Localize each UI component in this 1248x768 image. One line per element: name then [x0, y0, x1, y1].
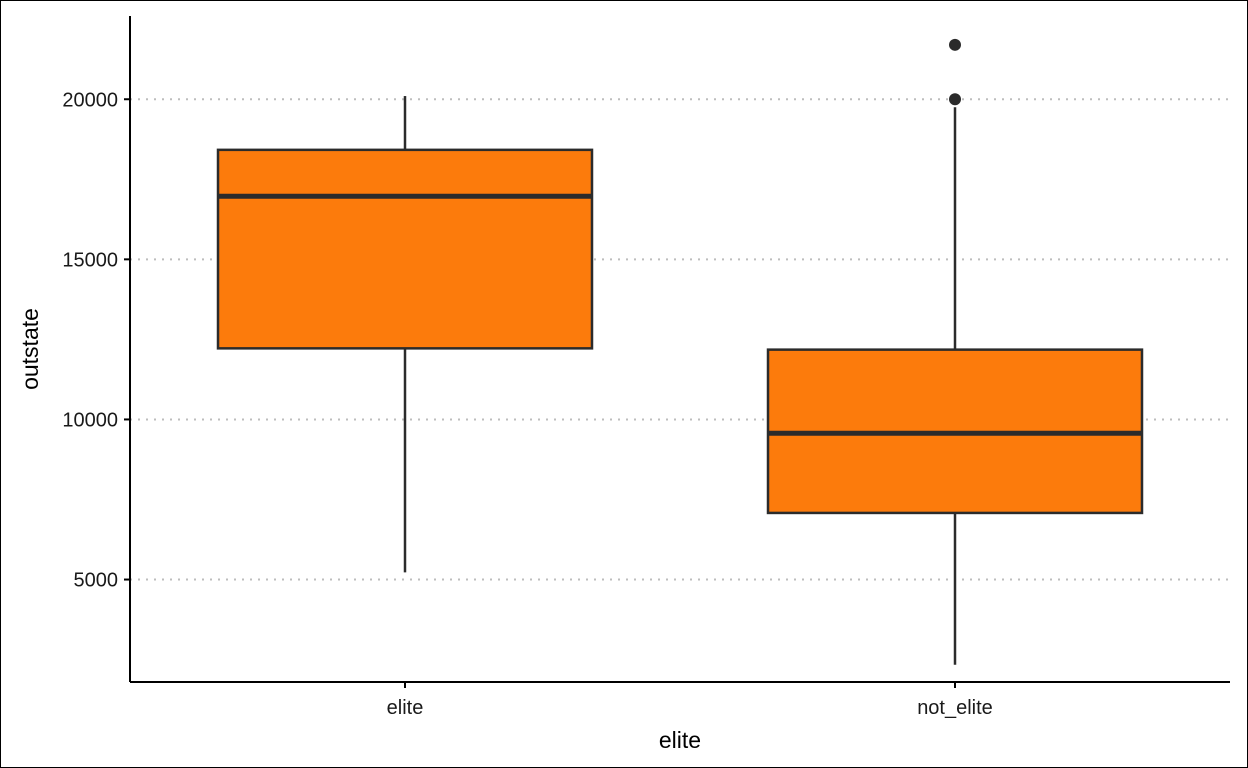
- y-tick-label-15000: 15000: [62, 249, 118, 271]
- box-elite: [216, 148, 594, 350]
- outlier-point-not_elite-0: [949, 93, 961, 106]
- x-tick-label-not_elite: not_elite: [917, 697, 993, 719]
- y-tick-label-5000: 5000: [74, 570, 119, 592]
- y-tick-label-10000: 10000: [62, 409, 118, 431]
- y-axis-title: outstate: [17, 308, 43, 390]
- x-axis-title: elite: [659, 727, 701, 753]
- outlier-point-not_elite-1: [949, 38, 961, 51]
- axes: [129, 16, 1230, 683]
- boxes: [216, 38, 1144, 665]
- y-tick-label-20000: 20000: [62, 89, 118, 111]
- x-tick-label-elite: elite: [387, 697, 424, 719]
- tick-labels: 5000 10000 15000 20000 elite not_elite: [62, 89, 992, 719]
